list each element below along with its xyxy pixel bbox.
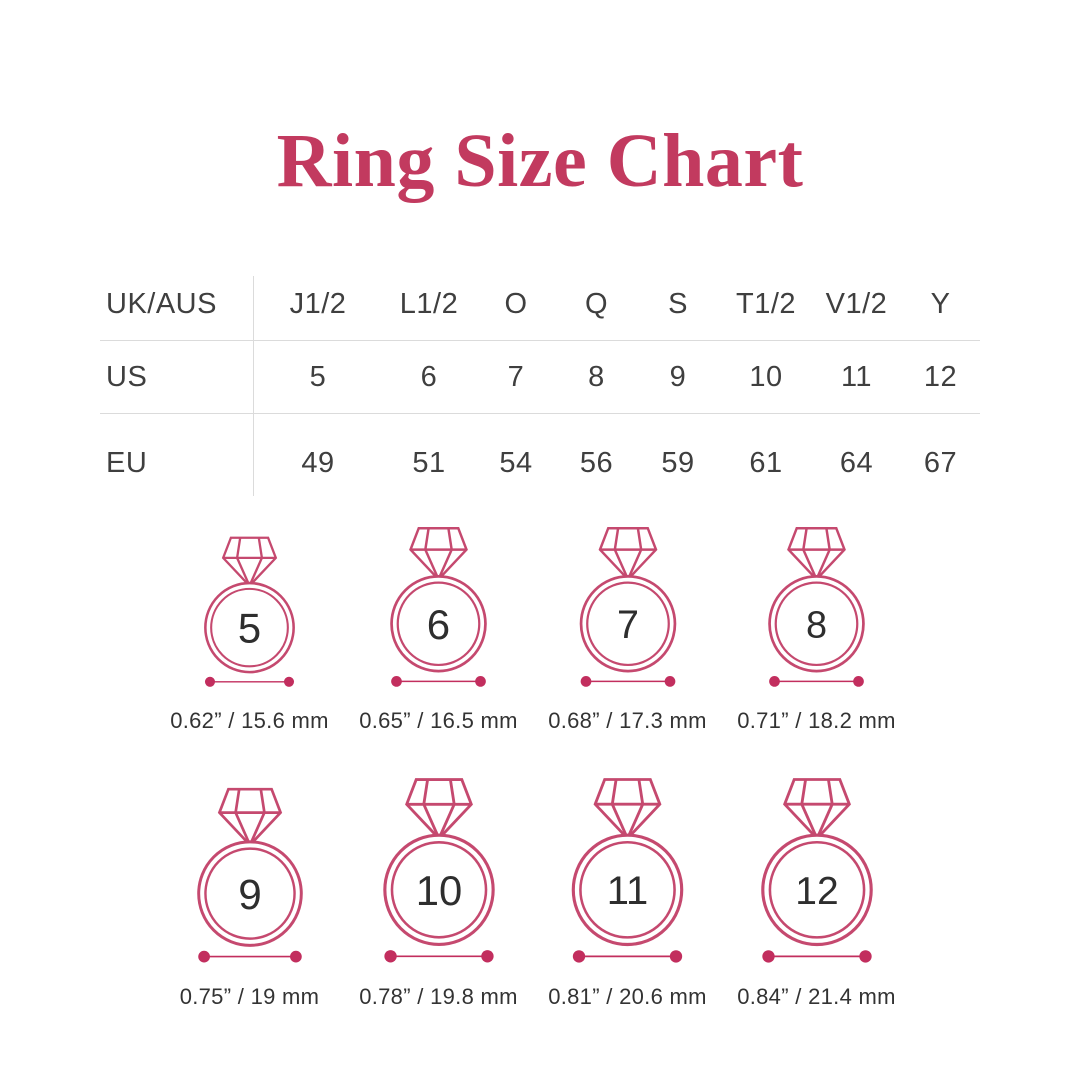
table-cell: 67 [923, 446, 958, 479]
table-cell: 10 [749, 360, 783, 393]
ring-diameter-label: 0.68” / 17.3 mm [548, 708, 707, 733]
table-row-uk-aus: UK/AUS J1/2 L1/2 O Q S T1/2 V1/2 Y [100, 268, 980, 341]
table-cell: 8 [588, 360, 605, 393]
diamond-icon [593, 778, 662, 841]
ring-band-inner [579, 840, 676, 939]
table-cell: 11 [840, 360, 873, 393]
size-conversion-table: UK/AUS J1/2 L1/2 O Q S T1/2 V1/2 Y US 5 … [100, 268, 980, 506]
ring-size-number: 10 [415, 867, 462, 914]
ring-diameter-label: 0.65” / 16.5 mm [359, 708, 518, 733]
ring-row-sizes-5-8: 5 0.62” / 15.6 mm [155, 520, 911, 734]
row-label-uk-aus: UK/AUS [106, 287, 217, 320]
ring-diameter-label: 0.78” / 19.8 mm [359, 984, 518, 1009]
ring-size-number: 8 [806, 604, 827, 646]
table-cell: 6 [420, 360, 438, 393]
table-cell: 9 [669, 360, 687, 393]
diameter-measure-line [383, 950, 494, 963]
ring-band-inner [585, 581, 670, 667]
ring-size-number: 6 [427, 601, 450, 648]
ring-card: 5 0.62” / 15.6 mm [155, 520, 344, 734]
table-cell: 56 [579, 446, 614, 479]
ring-diameter-label: 0.71” / 18.2 mm [737, 708, 896, 733]
ring-size-number: 9 [238, 871, 262, 918]
diamond-ring-icon: 6 [390, 527, 487, 687]
table-cell: 54 [499, 446, 533, 479]
diamond-icon [217, 787, 282, 847]
diameter-measure-line [572, 950, 683, 963]
table-cell: 49 [301, 446, 335, 479]
table-cell: T1/2 [735, 287, 797, 320]
ring-diameter-label: 0.84” / 21.4 mm [737, 984, 896, 1009]
table-row-us: US 5 6 7 8 9 10 11 12 [100, 341, 980, 414]
table-cell: S [668, 287, 688, 320]
diamond-ring-icon: 5 [204, 536, 295, 687]
row-label-eu: EU [106, 446, 148, 479]
table-cell: L1/2 [399, 287, 459, 320]
table-row-eu: EU 49 51 54 56 59 61 64 67 [100, 414, 980, 506]
table-cell: 51 [412, 446, 446, 479]
diamond-icon [598, 527, 657, 582]
ring-band-inner [210, 587, 289, 668]
diamond-ring-icon: 7 [579, 527, 676, 687]
table-cell: 5 [309, 360, 327, 393]
ring-diameter-label: 0.75” / 19 mm [179, 984, 320, 1009]
page-title: Ring Size Chart [276, 119, 804, 203]
ring-diameter-label: 0.62” / 15.6 mm [170, 708, 329, 733]
diamond-ring-icon: 11 [571, 778, 684, 963]
diameter-measure-line [761, 950, 872, 963]
diameter-measure-line [204, 676, 295, 687]
ring-card: 8 0.71” / 18.2 mm [722, 520, 911, 734]
diameter-measure-line [197, 950, 302, 963]
ring-band-inner [390, 841, 487, 939]
diamond-ring-icon: 8 [768, 527, 865, 687]
row-label-us: US [106, 360, 148, 393]
table-cell: 7 [507, 360, 525, 393]
ring-card: 9 0.75” / 19 mm [155, 770, 344, 1010]
diamond-icon [409, 527, 468, 582]
diamond-ring-icon: 9 [196, 787, 303, 963]
table-cell: 64 [839, 446, 874, 479]
ring-card: 12 0.84” / 21.4 mm [722, 770, 911, 1010]
ring-row-sizes-9-12: 9 0.75” / 19 mm [155, 770, 911, 1010]
diamond-ring-icon: 10 [382, 778, 495, 963]
table-cell: Y [930, 287, 951, 320]
ring-card: 11 0.81” / 20.6 mm [533, 770, 722, 1010]
ring-band-inner [768, 840, 865, 939]
table-cell: 59 [661, 446, 695, 479]
ring-size-number: 12 [795, 870, 838, 913]
table-cell: V1/2 [825, 287, 888, 320]
table-cell: O [504, 287, 528, 320]
ring-size-number: 11 [607, 869, 648, 913]
table-cell: J1/2 [289, 287, 347, 320]
ring-size-number: 7 [617, 603, 639, 647]
diameter-measure-line [391, 676, 486, 687]
table-cell: Q [584, 287, 609, 320]
diamond-icon [221, 536, 278, 588]
table-cell: 61 [749, 446, 783, 479]
diamond-ring-icon: 12 [760, 778, 873, 963]
ring-band-inner [396, 581, 481, 667]
ring-card: 7 0.68” / 17.3 mm [533, 520, 722, 734]
ring-card: 10 0.78” / 19.8 mm [344, 770, 533, 1010]
table-cell: 12 [923, 360, 958, 393]
table-vertical-divider [253, 276, 254, 496]
diamond-icon [404, 778, 473, 841]
diameter-measure-line [580, 676, 675, 687]
ring-band-inner [203, 847, 296, 940]
ring-diameter-label: 0.81” / 20.6 mm [548, 984, 707, 1009]
diamond-icon [782, 778, 851, 841]
ring-card: 6 0.65” / 16.5 mm [344, 520, 533, 734]
diamond-icon [787, 527, 846, 582]
diameter-measure-line [769, 676, 864, 687]
ring-size-number: 5 [238, 605, 261, 652]
ring-band-inner [774, 581, 859, 667]
